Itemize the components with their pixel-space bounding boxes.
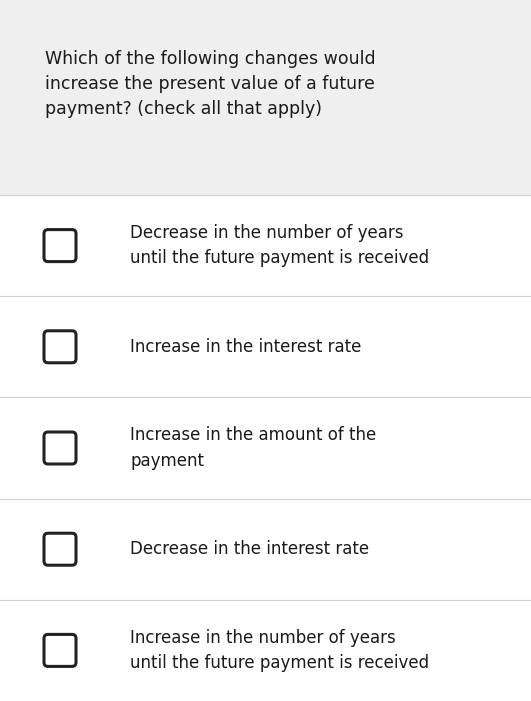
FancyBboxPatch shape [44,230,76,261]
FancyBboxPatch shape [44,533,76,565]
Text: Increase in the number of years
until the future payment is received: Increase in the number of years until th… [130,629,429,672]
Text: Which of the following changes would
increase the present value of a future
paym: Which of the following changes would inc… [45,50,375,118]
Bar [0,0,531,195]
Text: Increase in the amount of the
payment: Increase in the amount of the payment [130,426,376,470]
FancyBboxPatch shape [44,634,76,667]
Text: Decrease in the number of years
until the future payment is received: Decrease in the number of years until th… [130,224,429,267]
Bar [0,195,531,701]
Text: Increase in the interest rate: Increase in the interest rate [130,338,362,356]
FancyBboxPatch shape [44,432,76,464]
FancyBboxPatch shape [44,331,76,363]
Text: Decrease in the interest rate: Decrease in the interest rate [130,540,369,558]
